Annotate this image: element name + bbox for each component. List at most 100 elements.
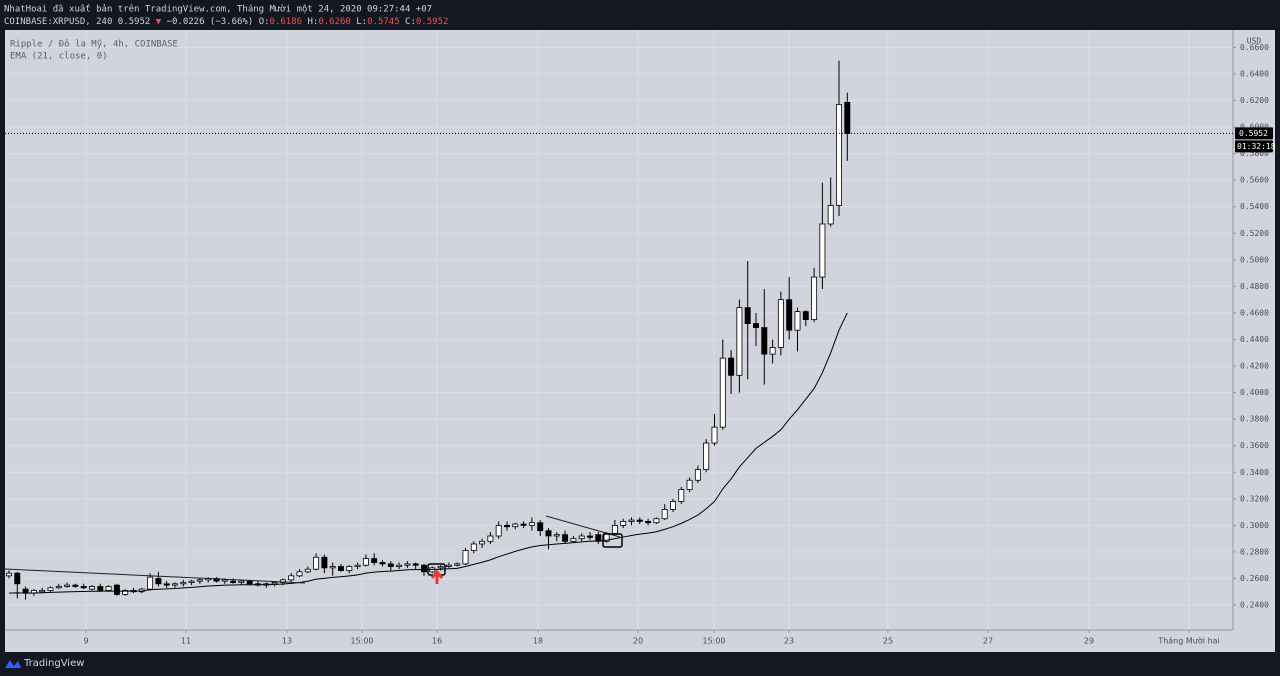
last-price-label: 0.5952 xyxy=(1239,129,1268,138)
y-tick-label: 0.4400 xyxy=(1240,335,1269,344)
candle-body xyxy=(786,299,793,331)
candle-body xyxy=(562,534,569,542)
candle-body xyxy=(64,584,71,587)
x-tick-label: 9 xyxy=(83,637,88,646)
symbol-line: COINBASE:XRPUSD, 240 0.5952 ▼ −0.0226 (−… xyxy=(4,17,448,27)
candle-body xyxy=(819,223,826,278)
countdown: 01:32:18 xyxy=(1237,142,1276,151)
last: 0.5952 xyxy=(118,17,151,27)
candle-body xyxy=(504,524,510,528)
brand: TradingView xyxy=(23,658,84,669)
y-tick-label: 0.6200 xyxy=(1240,96,1269,105)
h-value: 0.6260 xyxy=(318,17,351,27)
candle-body xyxy=(703,442,710,471)
y-tick-label: 0.6000 xyxy=(1240,123,1269,132)
candle-body xyxy=(479,540,486,545)
candle-body xyxy=(437,566,444,569)
candle-body xyxy=(611,524,618,534)
candle-body xyxy=(811,276,818,320)
candle-body xyxy=(55,586,62,589)
candle-body xyxy=(172,583,178,586)
candle-body xyxy=(321,556,328,569)
candle-body xyxy=(653,518,660,524)
grid xyxy=(5,30,1233,630)
trend-line xyxy=(4,568,306,584)
candle-body xyxy=(421,564,427,573)
x-tick-label: 16 xyxy=(432,637,442,646)
currency: USD xyxy=(1247,37,1262,46)
candle-body xyxy=(271,582,278,585)
candle-body xyxy=(694,469,701,481)
candle-body xyxy=(711,426,718,444)
candle-body xyxy=(719,357,726,428)
candle-body xyxy=(587,535,593,538)
c-value: 0.5952 xyxy=(416,17,449,27)
candle-body xyxy=(553,534,560,537)
y-tick-label: 0.5600 xyxy=(1240,176,1269,185)
candle-body xyxy=(313,556,320,570)
candle-body xyxy=(753,323,759,328)
candle-body xyxy=(661,509,668,520)
candle-body xyxy=(728,357,735,376)
x-tick-label: 13 xyxy=(282,637,292,646)
highlight-box xyxy=(602,533,623,548)
y-tick-label: 0.4600 xyxy=(1240,308,1269,317)
last-price-box xyxy=(1235,127,1273,140)
y-tick-label: 0.4000 xyxy=(1240,388,1269,397)
x-tick-label: 25 xyxy=(883,637,893,646)
candle-body xyxy=(371,558,378,563)
candle-body xyxy=(686,479,693,490)
candle-body xyxy=(329,566,336,569)
candle-body xyxy=(545,530,552,537)
candle-body xyxy=(188,580,195,583)
candle-body xyxy=(744,307,751,324)
candle-body xyxy=(230,580,237,583)
candle-body xyxy=(794,311,801,331)
candle-body xyxy=(346,566,353,571)
candle-body xyxy=(238,580,245,583)
o-label: O: xyxy=(259,17,270,27)
candle-body xyxy=(80,586,87,589)
candle-body xyxy=(22,588,29,594)
x-tick-label: 29 xyxy=(1084,637,1094,646)
y-tick-label: 0.3000 xyxy=(1240,521,1269,530)
change: −0.0226 (−3.66%) xyxy=(167,17,254,27)
published-line: NhatHoai đã xuất bản trên TradingView.co… xyxy=(4,4,432,15)
candle-body xyxy=(89,586,95,590)
candle-body xyxy=(288,575,295,581)
candle-body xyxy=(122,590,129,595)
candle-body xyxy=(72,584,79,587)
y-tick-label: 0.6600 xyxy=(1240,43,1269,52)
candle-body xyxy=(404,563,411,566)
y-tick-label: 0.6400 xyxy=(1240,69,1269,78)
y-tick-label: 0.5400 xyxy=(1240,202,1269,211)
candle-body xyxy=(412,563,419,566)
candle-body xyxy=(105,586,112,591)
candle-body xyxy=(338,566,344,571)
candle-body xyxy=(495,524,502,537)
candle-body xyxy=(736,307,743,376)
candle-body xyxy=(246,580,253,585)
candle-body xyxy=(304,568,311,573)
candle-body xyxy=(636,519,643,522)
candle-body xyxy=(97,586,104,591)
candle-body xyxy=(6,572,12,577)
candle-body xyxy=(645,520,652,524)
candle-body xyxy=(512,523,519,528)
l-value: 0.5745 xyxy=(367,17,400,27)
arrow-marker xyxy=(430,569,444,584)
y-tick-label: 0.4200 xyxy=(1240,362,1269,371)
y-tick-label: 0.3200 xyxy=(1240,494,1269,503)
x-tick-label: Tháng Mười hai xyxy=(1157,636,1219,646)
candle-body xyxy=(827,204,834,225)
footer xyxy=(0,652,1280,676)
y-tick-label: 0.4800 xyxy=(1240,282,1269,291)
candle-body xyxy=(113,584,120,595)
y-tick-label: 0.2400 xyxy=(1240,601,1269,610)
candle-body xyxy=(362,558,369,566)
x-tick-label: 20 xyxy=(633,637,643,646)
candle-body xyxy=(670,501,676,510)
chart-area xyxy=(5,30,1275,652)
